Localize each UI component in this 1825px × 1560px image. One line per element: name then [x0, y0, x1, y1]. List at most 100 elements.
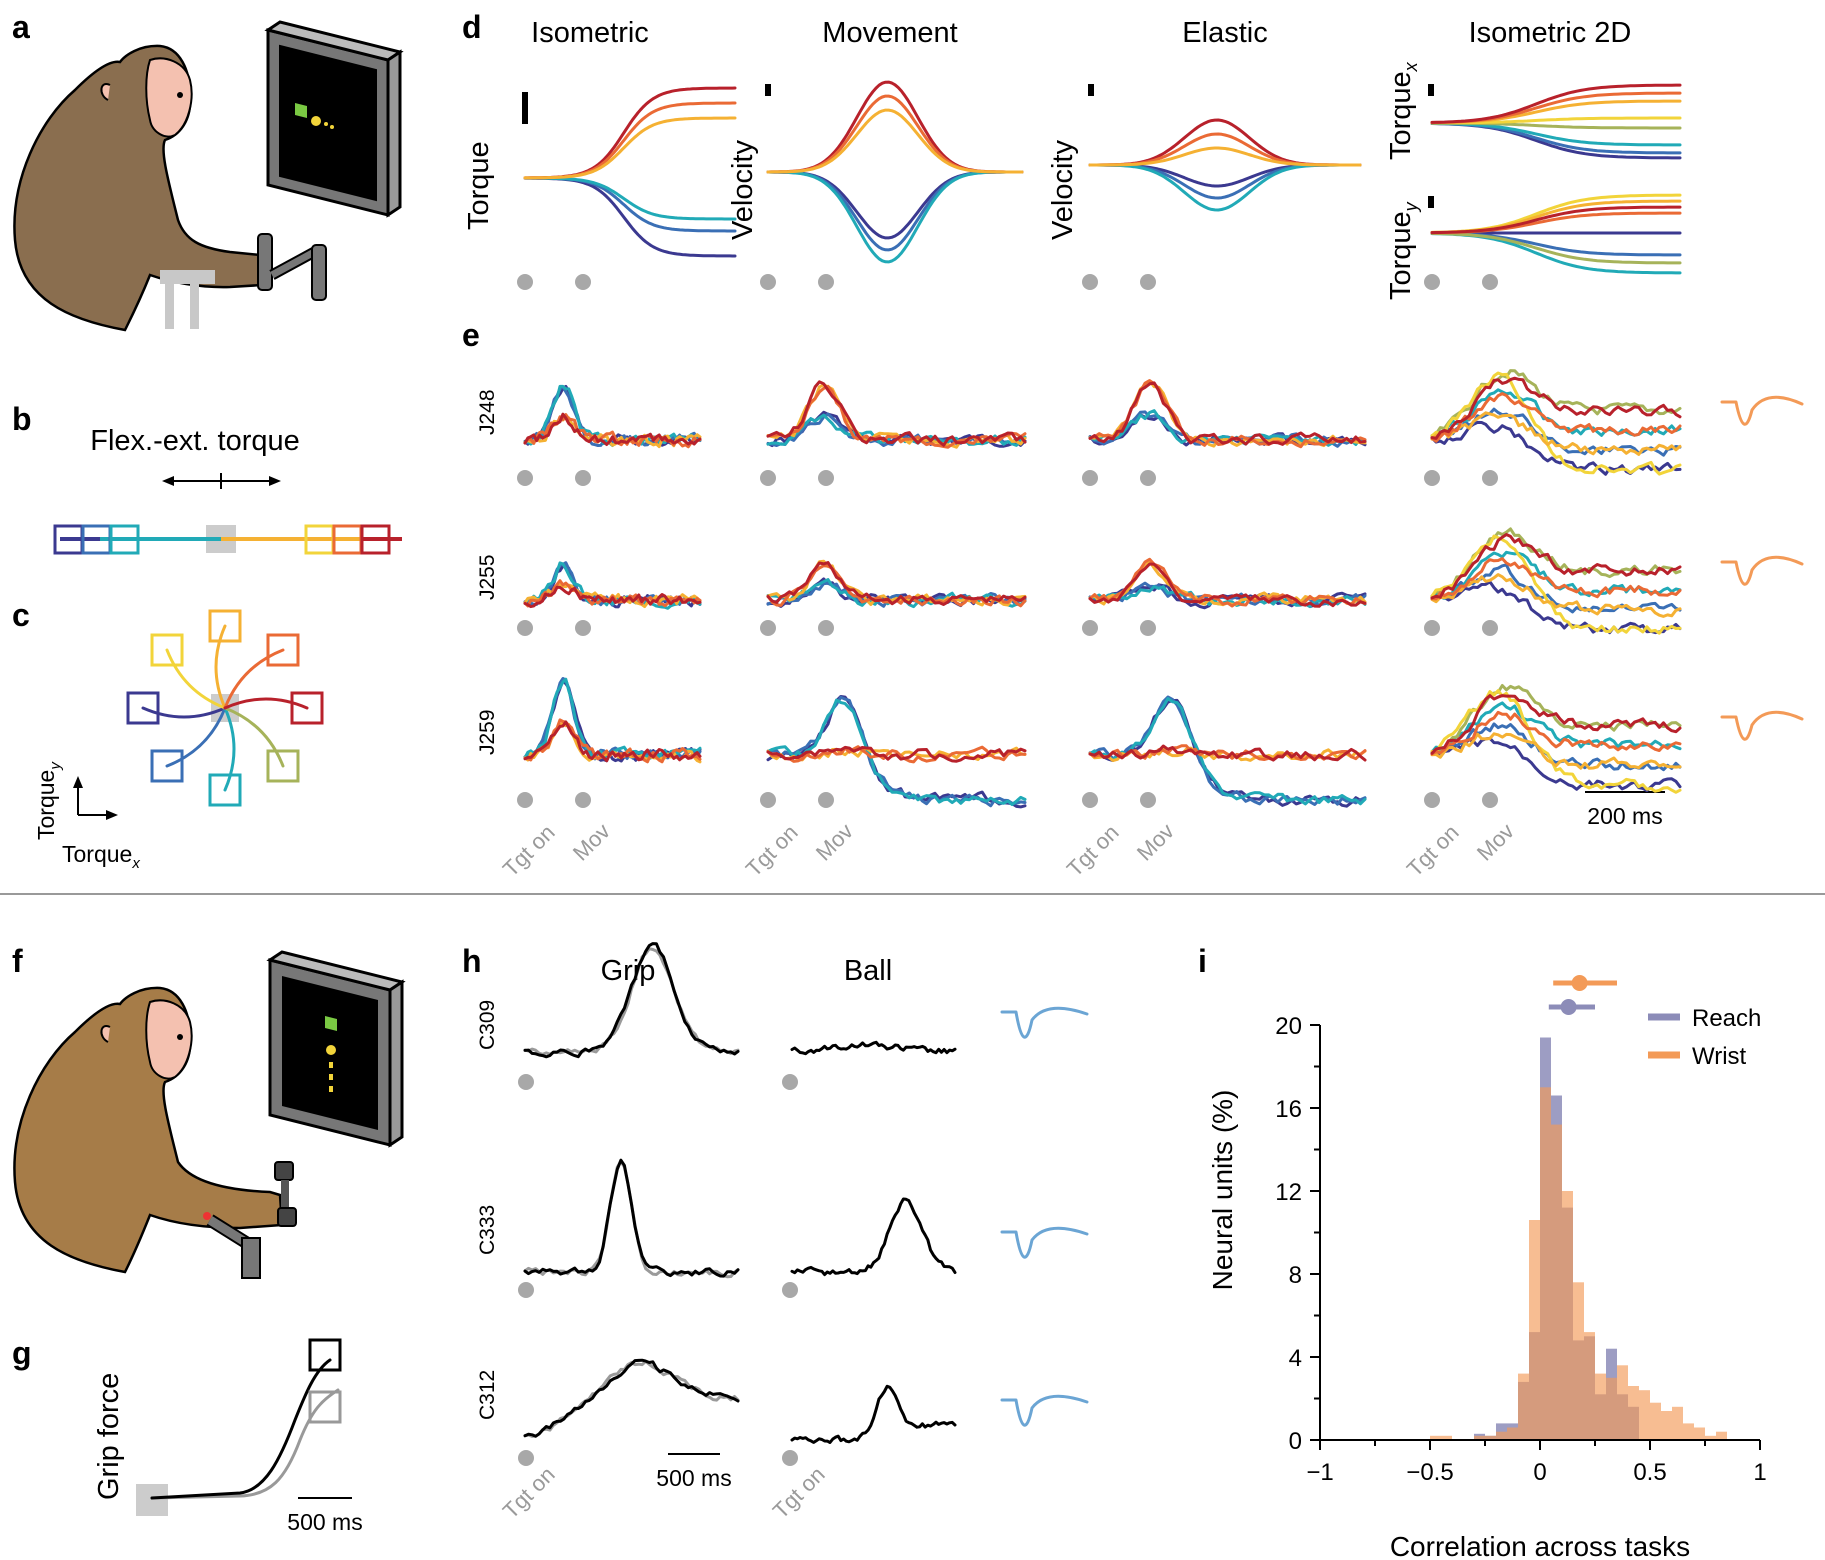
ylabel-torque-y: Torque [1385, 211, 1417, 300]
cursor-dot [311, 116, 321, 126]
e-row3-col4-mov-dot [1482, 792, 1498, 808]
e-row1-col2-trace-6 [766, 380, 1027, 447]
h-row3-ball-trace-2 [790, 1384, 957, 1444]
e-row2-col3-tgt-on-dot [1082, 620, 1098, 636]
x-tick-label-4: 1 [1753, 1459, 1766, 1486]
bar-wrist-15 [1595, 1373, 1606, 1440]
e-row2-col1-trace-6 [523, 585, 702, 609]
e-row2-col3-mov-dot [1140, 620, 1156, 636]
task-title-ball: Ball [844, 955, 892, 987]
h-row2-ball-dot [782, 1282, 798, 1298]
event-label-tgt-on-1: Tgt on [498, 820, 560, 882]
h-waveform-1 [1000, 1006, 1089, 1039]
d-isometric-trace-6 [523, 116, 737, 180]
h-row2-grip-trace-1 [523, 1159, 740, 1279]
d-elastic-trace-2 [1088, 163, 1362, 200]
legend-label-wrist: Wrist [1692, 1043, 1747, 1070]
y-tick-label-5: 20 [1275, 1013, 1302, 1040]
e-row3-col4-trace-8 [1430, 694, 1682, 755]
scalebar-velocity-elastic [1088, 84, 1094, 96]
target-box-6 [208, 609, 242, 643]
target-box-5 [150, 633, 184, 667]
event-label-mov-4: Mov [1472, 818, 1519, 865]
trajectory-3 [223, 706, 236, 792]
target-box-4 [266, 749, 300, 783]
panel-label-d: d [462, 9, 482, 45]
d-isometric-mov-dot [575, 274, 591, 290]
monkey-illustration-f [13, 950, 406, 1279]
scalebar-torque [522, 92, 528, 124]
event-label-ball-tgt-on: Tgt on [768, 1462, 830, 1524]
y-tick-label-1: 4 [1289, 1345, 1302, 1372]
target-box-1 [126, 691, 160, 725]
bar-wrist-14 [1584, 1332, 1595, 1440]
e-row3-col3-tgt-on-dot [1082, 792, 1098, 808]
event-label-tgt-on-2: Tgt on [741, 820, 803, 882]
grip-force-plot: Grip force 500 ms [93, 1338, 363, 1535]
e-waveform-1 [1720, 395, 1804, 426]
event-label-mov-1: Mov [568, 818, 615, 865]
e-row2-col4-trace-8 [1430, 533, 1682, 600]
e-row3-col2-trace-6 [766, 745, 1027, 763]
panel-c-axes: Torquey Torquex [33, 761, 140, 872]
x-tick-label-2: 0 [1533, 1459, 1546, 1486]
e-row2-col3-trace-5 [1088, 557, 1367, 608]
histogram-ylabel: Neural units (%) [1207, 1090, 1238, 1291]
trajectory-8 [223, 697, 309, 710]
ylabel-torque: Torque [463, 141, 495, 230]
e-row1-col4-trace-6 [1430, 411, 1682, 456]
bar-wrist-17 [1617, 1365, 1628, 1440]
task-title-grip: Grip [601, 955, 656, 987]
target-box-7 [266, 633, 300, 667]
bar-wrist-16 [1606, 1377, 1617, 1441]
task-title-elastic: Elastic [1182, 17, 1267, 49]
h-row3-grip-trace-2 [523, 1358, 740, 1438]
e-row2-col4-trace-7 [1430, 557, 1682, 601]
d-isometric-trace-3 [523, 176, 737, 221]
grip-device [203, 1161, 297, 1279]
ylabel-velocity-elastic: Velocity [1047, 140, 1079, 240]
panel-label-e: e [462, 317, 480, 353]
summary-mean-wrist [1571, 975, 1588, 991]
e-row1-col1-trace-6 [523, 412, 702, 446]
bar-wrist-25 [1705, 1435, 1716, 1440]
d-torque-x-trace-8 [1430, 83, 1682, 124]
d-movement-trace-3 [766, 170, 1024, 264]
bar-wrist-4 [1474, 1435, 1485, 1440]
h-waveform-3 [1000, 1394, 1089, 1427]
d-elastic-mov-dot [1140, 274, 1156, 290]
event-label-mov-2: Mov [811, 818, 858, 865]
e-row2-col2-tgt-on-dot [760, 620, 776, 636]
e-row1-col4-mov-dot [1482, 470, 1498, 486]
target-box-high [308, 1338, 342, 1372]
bar-wrist-9 [1529, 1220, 1540, 1440]
monkey-illustration-a [13, 20, 404, 332]
histogram-legend: Reach Wrist [1648, 1005, 1761, 1070]
h-row2-grip-trace-2 [523, 1158, 740, 1278]
d-movement-trace-1 [766, 170, 1024, 240]
unit-label-j248: J248 [476, 389, 499, 435]
bar-wrist-10 [1540, 1087, 1551, 1441]
e-row1-col4-tgt-on-dot [1424, 470, 1440, 486]
bar-wrist-20 [1650, 1402, 1661, 1440]
flex-ext-arrow [162, 473, 281, 489]
h-row1-ball-trace-2 [790, 1040, 957, 1056]
bar-wrist-7 [1507, 1427, 1518, 1440]
panel-label-g: g [12, 1335, 32, 1371]
e-row2-col3-trace-6 [1088, 562, 1367, 608]
scalebar-500ms-g-label: 500 ms [287, 1509, 362, 1535]
e-row2-col4-trace-5 [1430, 534, 1682, 635]
e-row3-col1-mov-dot [575, 792, 591, 808]
e-row1-col1-tgt-on-dot [517, 470, 533, 486]
bar-wrist-19 [1639, 1390, 1650, 1440]
d-elastic-trace-6 [1088, 146, 1362, 167]
h-row3-grip-dot [518, 1450, 534, 1466]
wrist-manipulandum [257, 233, 327, 301]
h-row2-grip-dot [518, 1282, 534, 1298]
d-iso2d-mov-dot [1482, 274, 1498, 290]
ylabel-velocity-movement: Velocity [727, 140, 759, 240]
target-box-8 [290, 691, 324, 725]
e-row1-col4-trace-8 [1430, 376, 1682, 440]
h-row1-grip-dot [518, 1074, 534, 1090]
